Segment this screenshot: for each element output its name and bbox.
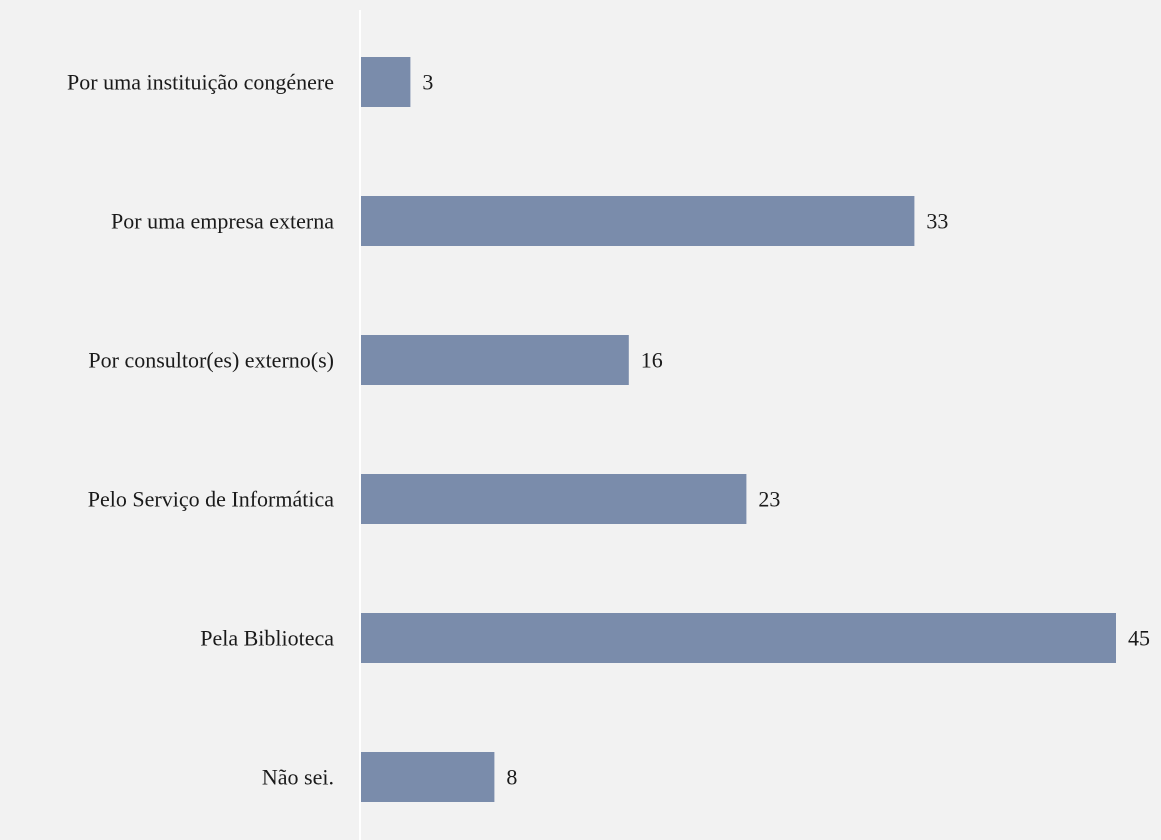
data-label: 45 — [1128, 626, 1150, 651]
bar — [361, 613, 1116, 663]
category-label: Pelo Serviço de Informática — [88, 487, 334, 512]
bar — [361, 474, 747, 524]
bar — [361, 57, 411, 107]
bar — [361, 752, 495, 802]
bars-layer — [361, 57, 1116, 802]
data-label: 23 — [758, 487, 780, 512]
data-label: 33 — [926, 209, 948, 234]
category-label: Pela Biblioteca — [200, 626, 334, 651]
data-label: 8 — [506, 765, 517, 790]
category-label: Por uma instituição congénere — [67, 70, 334, 95]
data-label: 16 — [641, 348, 663, 373]
bar — [361, 196, 915, 246]
bar — [361, 335, 629, 385]
category-label: Por consultor(es) externo(s) — [88, 348, 334, 373]
labels-layer: Por uma instituição congénere 3 Por uma em… — [67, 70, 1150, 790]
category-label: Por uma empresa externa — [111, 209, 334, 234]
category-label: Não sei. — [262, 765, 334, 790]
data-label: 3 — [422, 70, 433, 95]
